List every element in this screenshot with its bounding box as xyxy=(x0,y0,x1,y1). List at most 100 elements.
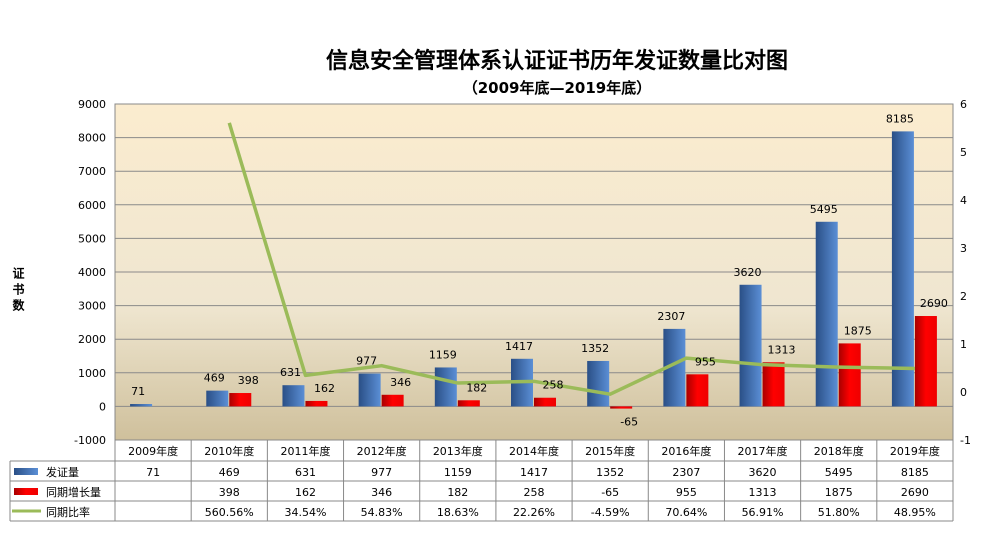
legend-label: 同期比率 xyxy=(46,505,90,519)
data-label-issued: 631 xyxy=(280,366,301,379)
x-category-label: 2014年度 xyxy=(509,444,559,458)
table-cell: 18.63% xyxy=(437,506,479,519)
table-cell: 1159 xyxy=(444,466,472,479)
chart-subtitle: （2009年底—2019年底） xyxy=(463,79,652,97)
table-cell: 2690 xyxy=(901,486,929,499)
data-label-growth: 2690 xyxy=(920,297,948,310)
x-category-label: 2009年度 xyxy=(128,444,178,458)
data-label-issued: 3620 xyxy=(734,266,762,279)
data-label-growth: 955 xyxy=(695,355,716,368)
x-category-label: 2019年度 xyxy=(890,444,940,458)
table-cell: 162 xyxy=(295,486,316,499)
bar-growth xyxy=(610,406,633,409)
data-label-issued: 469 xyxy=(204,372,225,385)
data-label-issued: 71 xyxy=(131,385,145,398)
bar-growth xyxy=(381,394,404,407)
bar-growth xyxy=(457,400,480,407)
table-cell: 2307 xyxy=(672,466,700,479)
data-label-issued: 8185 xyxy=(886,112,914,125)
table-cell: 70.64% xyxy=(665,506,707,519)
y2-tick-label: 5 xyxy=(960,146,967,159)
y-tick-label: 3000 xyxy=(78,300,106,313)
legend-label: 发证量 xyxy=(46,465,79,479)
data-label-growth: -65 xyxy=(620,416,638,429)
table-cell: 8185 xyxy=(901,466,929,479)
y2-tick-label: 1 xyxy=(960,338,967,351)
table-cell: 1313 xyxy=(749,486,777,499)
data-label-growth: 1313 xyxy=(768,343,796,356)
bar-issued xyxy=(815,221,838,407)
table-cell: 51.80% xyxy=(818,506,860,519)
chart-title: 信息安全管理体系认证证书历年发证数量比对图 xyxy=(326,48,788,74)
bar-growth xyxy=(305,400,328,407)
table-cell: 1352 xyxy=(596,466,624,479)
bar-issued xyxy=(663,328,686,407)
bar-issued xyxy=(130,404,153,407)
y-axis-label: 证书数 xyxy=(11,267,25,315)
table-cell: 258 xyxy=(524,486,545,499)
data-label-growth: 1875 xyxy=(844,324,872,337)
x-category-label: 2011年度 xyxy=(280,444,330,458)
y2-tick-label: 2 xyxy=(960,290,967,303)
bar-issued xyxy=(206,390,229,407)
x-category-label: 2013年度 xyxy=(433,444,483,458)
y-tick-label: 0 xyxy=(99,400,106,413)
y-tick-label: 2000 xyxy=(78,333,106,346)
bar-growth xyxy=(762,362,785,407)
x-category-label: 2015年度 xyxy=(585,444,635,458)
data-label-issued: 2307 xyxy=(657,310,685,323)
legend-swatch-issued xyxy=(14,468,38,475)
table-cell: 346 xyxy=(371,486,392,499)
bar-growth xyxy=(534,397,556,407)
table-cell: 48.95% xyxy=(894,506,936,519)
y-tick-label: 1000 xyxy=(78,367,106,380)
table-cell: 54.83% xyxy=(361,506,403,519)
data-label-issued: 1352 xyxy=(581,342,609,355)
x-category-label: 2017年度 xyxy=(738,444,788,458)
table-cell: 34.54% xyxy=(284,506,326,519)
x-category-label: 2018年度 xyxy=(814,444,864,458)
y-tick-label: 7000 xyxy=(78,165,106,178)
bar-issued xyxy=(891,131,914,407)
table-cell: 56.91% xyxy=(742,506,784,519)
table-cell: -65 xyxy=(601,486,619,499)
table-cell: 71 xyxy=(146,466,160,479)
table-cell: 3620 xyxy=(749,466,777,479)
table-cell: 182 xyxy=(447,486,468,499)
y-tick-label: 5000 xyxy=(78,232,106,245)
y2-tick-label: -1 xyxy=(960,434,971,447)
data-label-growth: 258 xyxy=(543,379,564,392)
legend-swatch-growth xyxy=(14,488,38,495)
data-label-growth: 346 xyxy=(390,376,411,389)
legend-label: 同期增长量 xyxy=(46,485,101,499)
bar-issued xyxy=(434,367,457,407)
bar-issued xyxy=(358,373,381,407)
table-cell: -4.59% xyxy=(591,506,630,519)
table-cell: 631 xyxy=(295,466,316,479)
data-label-growth: 162 xyxy=(314,382,335,395)
y2-tick-label: 6 xyxy=(960,98,967,111)
table-cell: 1875 xyxy=(825,486,853,499)
bar-growth xyxy=(838,343,861,407)
bar-growth xyxy=(229,393,252,407)
table-cell: 560.56% xyxy=(205,506,254,519)
x-category-label: 2012年度 xyxy=(357,444,407,458)
table-cell: 5495 xyxy=(825,466,853,479)
x-category-label: 2016年度 xyxy=(661,444,711,458)
y-tick-label: -1000 xyxy=(74,434,106,447)
table-cell: 22.26% xyxy=(513,506,555,519)
bar-issued xyxy=(282,385,305,407)
y-tick-label: 9000 xyxy=(78,98,106,111)
table-cell: 977 xyxy=(371,466,392,479)
data-label-issued: 5495 xyxy=(810,203,838,216)
table-cell: 469 xyxy=(219,466,240,479)
table-cell: 398 xyxy=(219,486,240,499)
y2-tick-label: 4 xyxy=(960,194,967,207)
data-label-growth: 398 xyxy=(238,374,259,387)
data-label-growth: 182 xyxy=(466,381,487,394)
data-label-issued: 1417 xyxy=(505,340,533,353)
bar-growth xyxy=(686,374,709,407)
y-tick-label: 4000 xyxy=(78,266,106,279)
bar-issued xyxy=(739,284,762,407)
